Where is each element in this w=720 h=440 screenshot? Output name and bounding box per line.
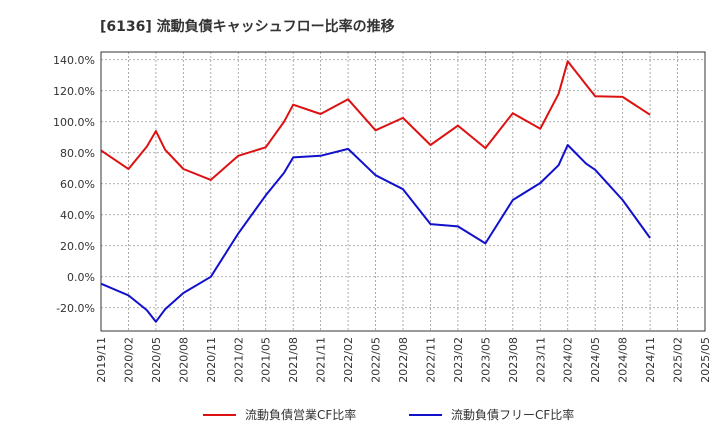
chart-title: [6136] 流動負債キャッシュフロー比率の推移 bbox=[100, 18, 395, 35]
x-tick-label: 2022/05 bbox=[370, 337, 383, 383]
legend-label-0: 流動負債営業CF比率 bbox=[245, 407, 356, 422]
y-tick-label: 40.0% bbox=[60, 209, 95, 222]
y-tick-label: 20.0% bbox=[60, 240, 95, 253]
x-tick-label: 2024/11 bbox=[644, 337, 657, 383]
x-tick-label: 2022/02 bbox=[342, 337, 355, 383]
y-tick-label: 60.0% bbox=[60, 178, 95, 191]
y-tick-label: 80.0% bbox=[60, 147, 95, 160]
x-tick-label: 2019/11 bbox=[95, 337, 108, 383]
x-tick-label: 2023/08 bbox=[507, 337, 520, 383]
x-tick-label: 2020/11 bbox=[205, 337, 218, 383]
x-tick-label: 2020/08 bbox=[177, 337, 190, 383]
x-tick-label: 2023/11 bbox=[534, 337, 547, 383]
x-tick-label: 2020/02 bbox=[122, 337, 135, 383]
y-tick-label: 140.0% bbox=[53, 54, 95, 67]
x-tick-label: 2024/02 bbox=[562, 337, 575, 383]
x-tick-label: 2021/05 bbox=[260, 337, 273, 383]
x-tick-label: 2023/05 bbox=[479, 337, 492, 383]
legend-label-1: 流動負債フリーCF比率 bbox=[451, 407, 574, 422]
x-axis: 2019/11 2020/02 2020/05 2020/08 2020/11 2021/… bbox=[95, 337, 712, 383]
y-tick-label: -20.0% bbox=[56, 302, 95, 315]
y-tick-label: 100.0% bbox=[53, 116, 95, 129]
x-tick-label: 2024/05 bbox=[589, 337, 602, 383]
x-tick-label: 2023/02 bbox=[452, 337, 465, 383]
y-tick-label: 0.0% bbox=[67, 271, 95, 284]
plot-frame bbox=[100, 51, 706, 332]
series-lines bbox=[100, 60, 651, 323]
x-tick-label: 2022/08 bbox=[397, 337, 410, 383]
x-tick-label: 2021/08 bbox=[287, 337, 300, 383]
x-tick-label: 2025/02 bbox=[672, 337, 685, 383]
x-tick-label: 2020/05 bbox=[150, 337, 163, 383]
x-tick-label: 2021/02 bbox=[232, 337, 245, 383]
x-tick-label: 2025/05 bbox=[699, 337, 712, 383]
y-axis: -20.0% 0.0% 20.0% 40.0% 60.0% 80.0% 100.0% 120.… bbox=[53, 54, 95, 315]
series-line-0 bbox=[100, 60, 651, 181]
legend: 流動負債営業CF比率 流動負債フリーCF比率 bbox=[203, 407, 574, 422]
x-tick-label: 2022/11 bbox=[424, 337, 437, 383]
x-tick-label: 2021/11 bbox=[315, 337, 328, 383]
y-tick-label: 120.0% bbox=[53, 85, 95, 98]
x-tick-label: 2024/08 bbox=[617, 337, 630, 383]
series-line-1 bbox=[100, 144, 651, 323]
